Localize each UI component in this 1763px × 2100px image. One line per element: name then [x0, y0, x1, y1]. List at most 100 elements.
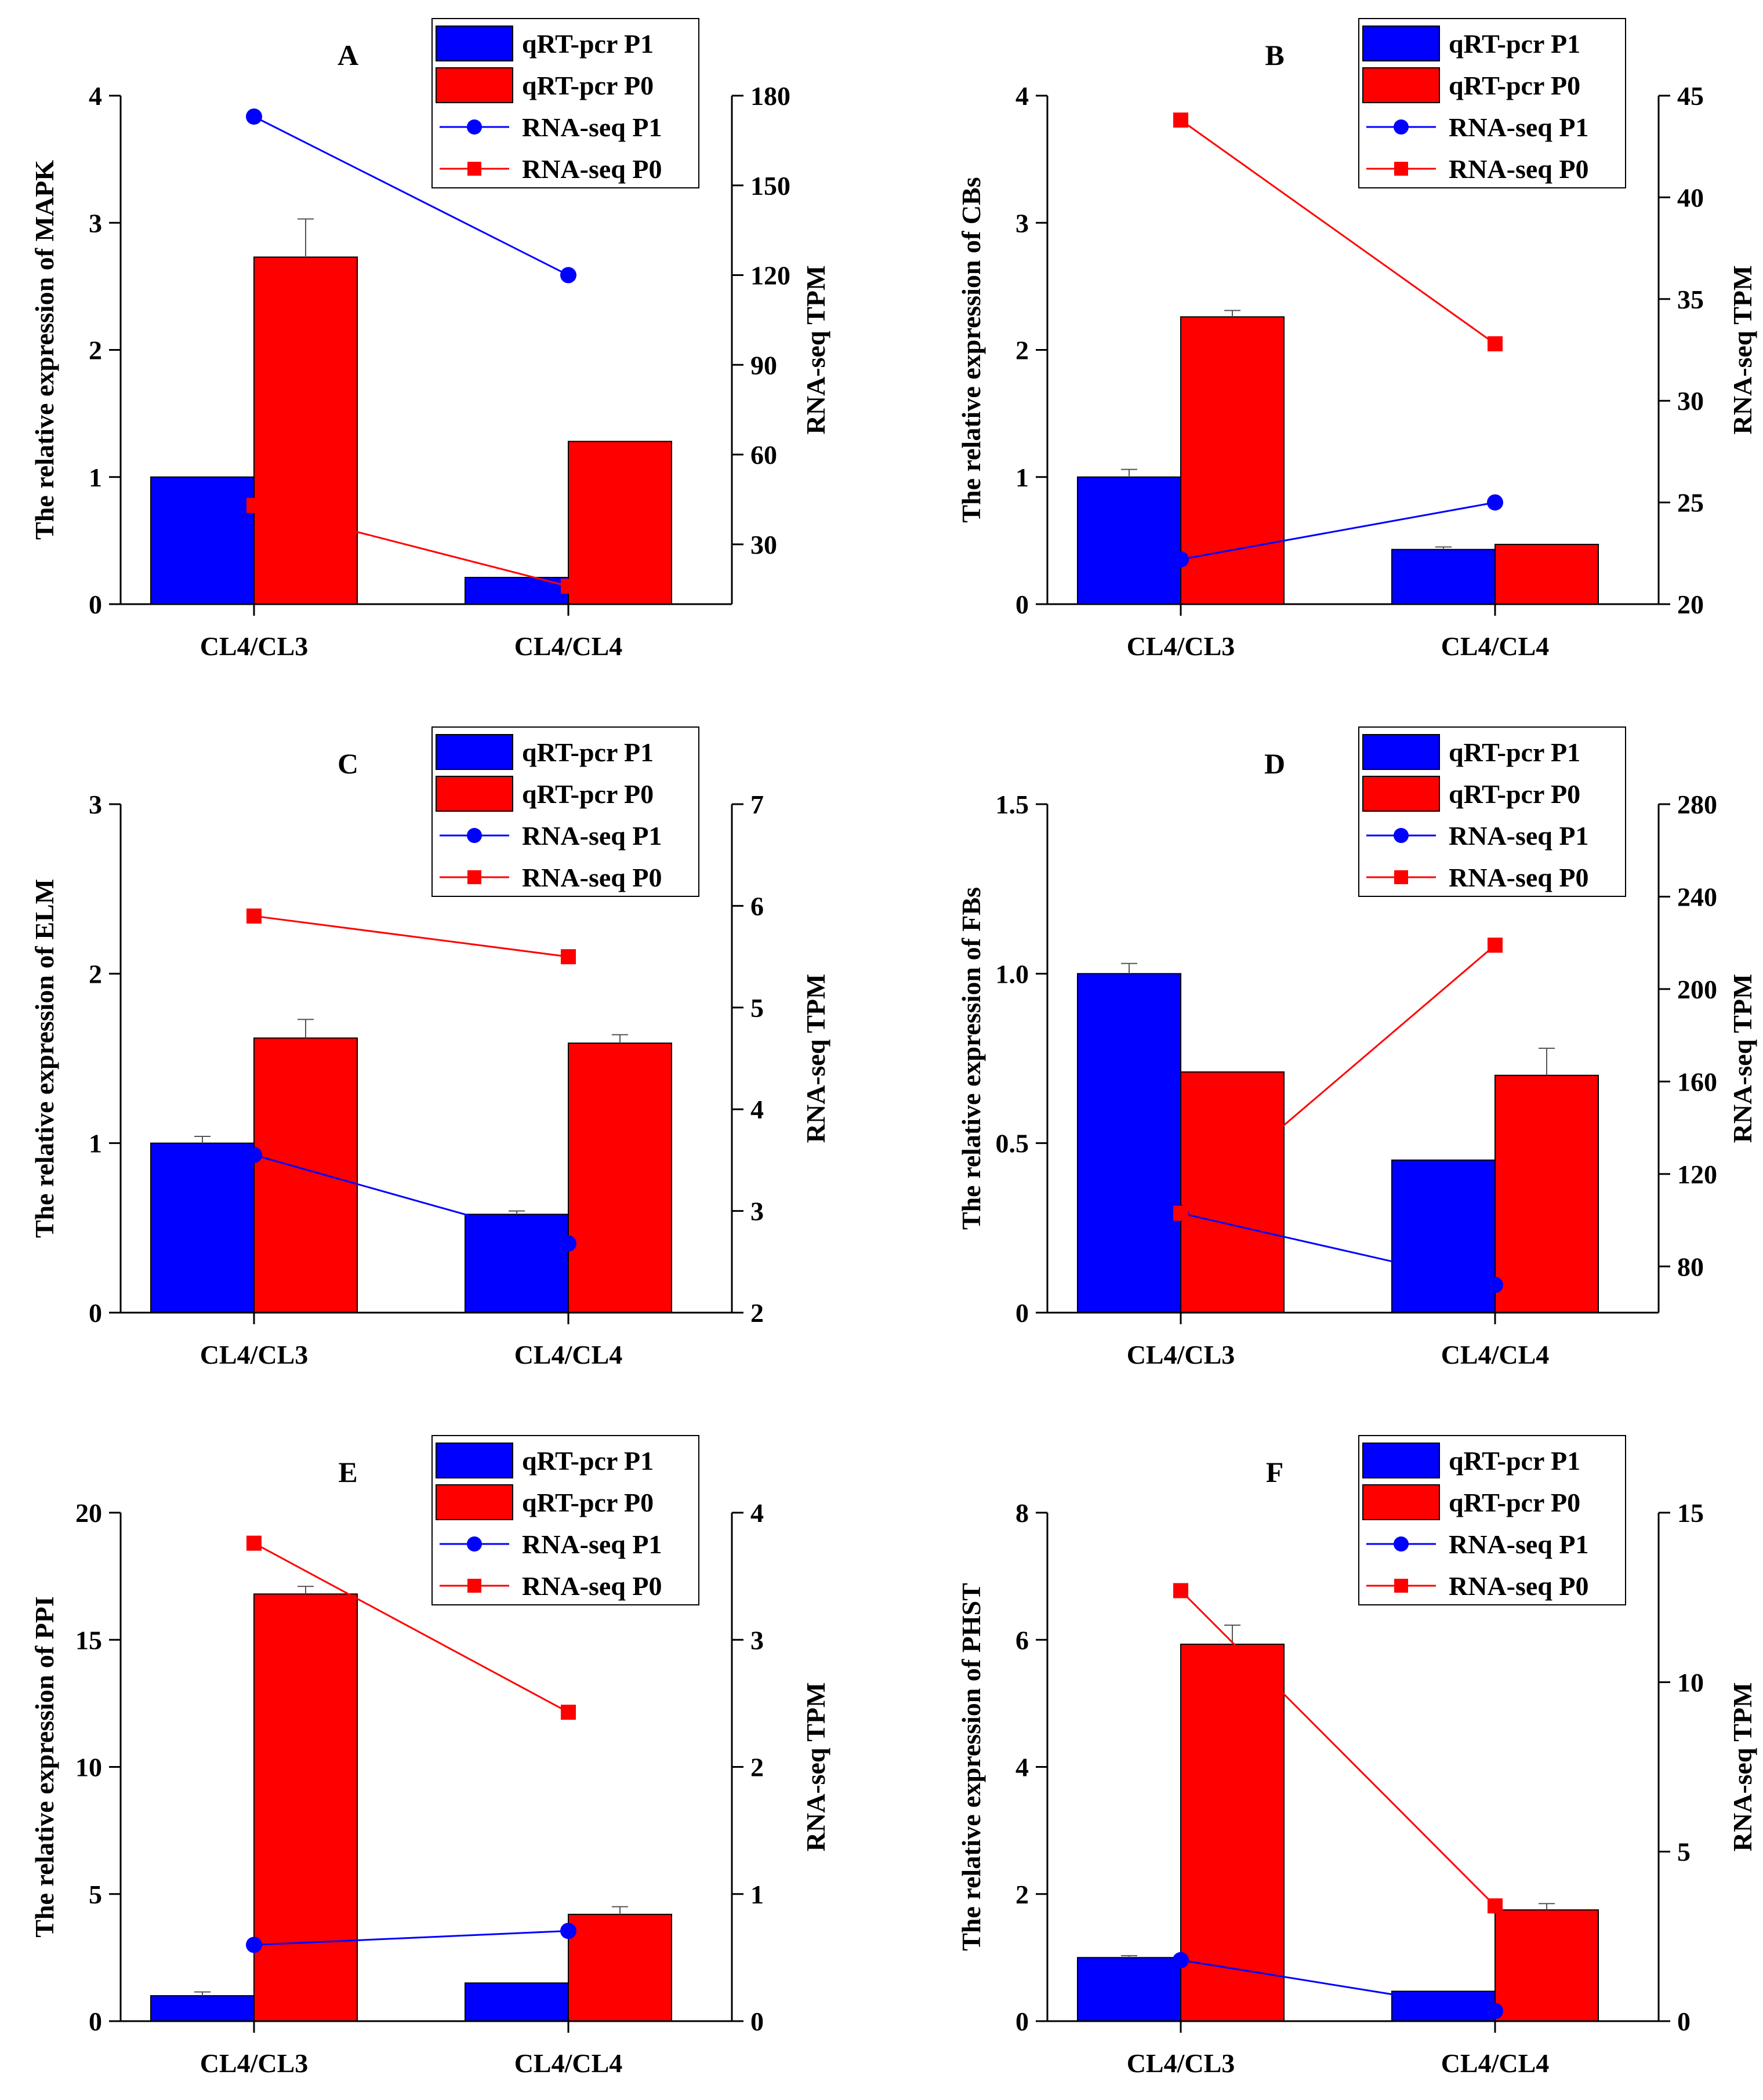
legend-label: qRT-pcr P0	[1449, 779, 1580, 809]
x-tick-label: CL4/CL4	[514, 1340, 623, 1369]
y-tick-label-right: 3	[750, 1625, 764, 1655]
y-tick-label-left: 3	[1015, 208, 1029, 238]
legend-swatch	[436, 26, 513, 61]
legend-label: qRT-pcr P0	[522, 71, 654, 100]
legend-label: qRT-pcr P1	[522, 29, 654, 59]
y-tick-label-right: 280	[1677, 790, 1717, 819]
legend-swatch	[436, 734, 513, 770]
y-tick-label-right: 3	[750, 1197, 764, 1226]
bar-qrt-p0-cl3	[253, 256, 358, 605]
line-rnaseq-p0	[253, 504, 569, 587]
x-tick-label: CL4/CL3	[200, 2048, 309, 2078]
y-tick-label-left: 2	[1015, 1880, 1029, 1909]
point-rnaseq-p0-cl3	[246, 497, 262, 513]
y-tick-label-left: 1	[89, 463, 102, 492]
point-rnaseq-p1-cl3	[1173, 551, 1189, 568]
legend-swatch	[436, 1443, 513, 1478]
point-rnaseq-p0-cl4	[561, 949, 576, 965]
legend-marker-circle	[467, 1536, 482, 1552]
legend-swatch	[1362, 734, 1440, 770]
legend-label: qRT-pcr P1	[1449, 29, 1580, 59]
point-rnaseq-p1-cl4	[560, 1923, 576, 1939]
legend-marker-circle	[467, 828, 482, 843]
y-tick-label-left: 4	[1015, 1753, 1029, 1782]
y-tick-label-right: 35	[1677, 285, 1704, 314]
y-tick-label-right: 0	[750, 2007, 764, 2036]
y-axis-label-right: RNA-seq TPM	[1728, 974, 1757, 1143]
point-rnaseq-p0-cl3	[246, 908, 262, 924]
y-tick-label-left: 5	[89, 1880, 102, 1909]
y-tick-label-left: 6	[1015, 1625, 1029, 1655]
x-tick-label: CL4/CL3	[200, 631, 309, 661]
y-tick-label-right: 45	[1677, 81, 1704, 111]
legend-label: RNA-seq P1	[1449, 112, 1588, 142]
bar-qrt-p1-cl3	[150, 476, 255, 605]
y-tick-label-right: 240	[1677, 882, 1717, 911]
bar-qrt-p0-cl4	[1494, 1909, 1599, 2022]
legend-marker-circle	[1394, 1536, 1409, 1552]
y-tick-label-right: 2	[750, 1753, 764, 1782]
legend-label: RNA-seq P1	[522, 821, 662, 851]
bar-qrt-p0-cl4	[568, 1913, 672, 2022]
legend-label: qRT-pcr P1	[522, 1446, 654, 1476]
point-rnaseq-p0-cl3	[246, 1535, 262, 1551]
y-tick-label-right: 6	[750, 891, 764, 921]
line-rnaseq-p1	[1180, 1959, 1496, 2012]
y-tick-label-left: 0	[1015, 590, 1029, 619]
y-tick-label-left: 3	[89, 208, 102, 238]
legend-swatch	[1362, 26, 1440, 61]
point-rnaseq-p0-cl4	[561, 579, 576, 594]
x-tick-label: CL4/CL4	[1441, 2048, 1550, 2078]
bar-qrt-p1-cl3	[1077, 476, 1181, 605]
line-rnaseq-p0	[253, 1542, 569, 1713]
y-tick-label-left: 0	[89, 2007, 102, 2036]
y-tick-label-right: 0	[1677, 2007, 1691, 2036]
legend-label: qRT-pcr P1	[1449, 737, 1580, 767]
y-axis-label-right: RNA-seq TPM	[1728, 266, 1757, 435]
x-tick-label: CL4/CL4	[514, 631, 623, 661]
y-tick-label-right: 120	[1677, 1160, 1717, 1189]
point-rnaseq-p1-cl4	[1487, 494, 1503, 511]
legend: qRT-pcr P1 qRT-pcr P0 RNA-seq P1 RNA-seq P0	[431, 18, 699, 188]
y-tick-label-left: 10	[75, 1753, 102, 1782]
x-tick-label: CL4/CL4	[1441, 631, 1550, 661]
point-rnaseq-p1-cl3	[1173, 1952, 1189, 1968]
panel-title: E	[338, 1456, 357, 1488]
line-rnaseq-p0	[1180, 119, 1496, 345]
y-tick-label-left: 1.0	[996, 959, 1029, 989]
legend-label: RNA-seq P0	[522, 154, 662, 184]
panel-title: C	[338, 747, 358, 780]
y-tick-label-right: 160	[1677, 1067, 1717, 1096]
legend-swatch	[436, 67, 513, 103]
legend-swatch	[1362, 1443, 1440, 1478]
point-rnaseq-p0-cl4	[1488, 336, 1503, 351]
x-tick-label: CL4/CL3	[1127, 1340, 1235, 1369]
legend-label: RNA-seq P0	[522, 1571, 662, 1601]
bar-qrt-p1-cl3	[1077, 973, 1181, 1314]
bar-qrt-p1-cl4	[465, 1214, 569, 1313]
y-axis-label-left: The relative expression of MAPK	[30, 160, 59, 540]
bar-qrt-p1-cl4	[1391, 548, 1496, 605]
y-tick-label-left: 3	[89, 790, 102, 819]
line-rnaseq-p1	[1180, 502, 1496, 561]
chart-panel-d: 0 0.5 1.0 1.5 80 120 160 200 240 280 CL4/CL3 CL4/CL…	[956, 726, 1757, 1369]
y-tick-label-right: 2	[750, 1298, 764, 1328]
legend-label: RNA-seq P1	[522, 112, 662, 142]
panel-title: F	[1266, 1456, 1284, 1488]
legend-swatch	[1362, 776, 1440, 812]
chart-panel-e: 0 5 10 15 20 0 1 2 3 4 CL4/CL3 CL4/CL4 The relative …	[30, 1435, 830, 2078]
y-tick-label-right: 5	[750, 993, 764, 1023]
legend-label: qRT-pcr P0	[522, 779, 654, 809]
y-tick-label-right: 30	[750, 530, 777, 559]
y-tick-label-right: 30	[1677, 386, 1704, 416]
bar-qrt-p1-cl3	[150, 1142, 255, 1314]
bar-qrt-p1-cl4	[1391, 1990, 1496, 2022]
x-tick-label: CL4/CL4	[1441, 1340, 1550, 1369]
point-rnaseq-p1-cl4	[560, 1235, 576, 1252]
y-tick-label-right: 15	[1677, 1498, 1704, 1528]
y-axis-label-right: RNA-seq TPM	[801, 266, 830, 435]
y-tick-label-right: 80	[1677, 1252, 1704, 1281]
legend-swatch	[436, 1484, 513, 1520]
y-tick-label-left: 0	[1015, 2007, 1029, 2036]
line-rnaseq-p1	[253, 1930, 569, 1946]
